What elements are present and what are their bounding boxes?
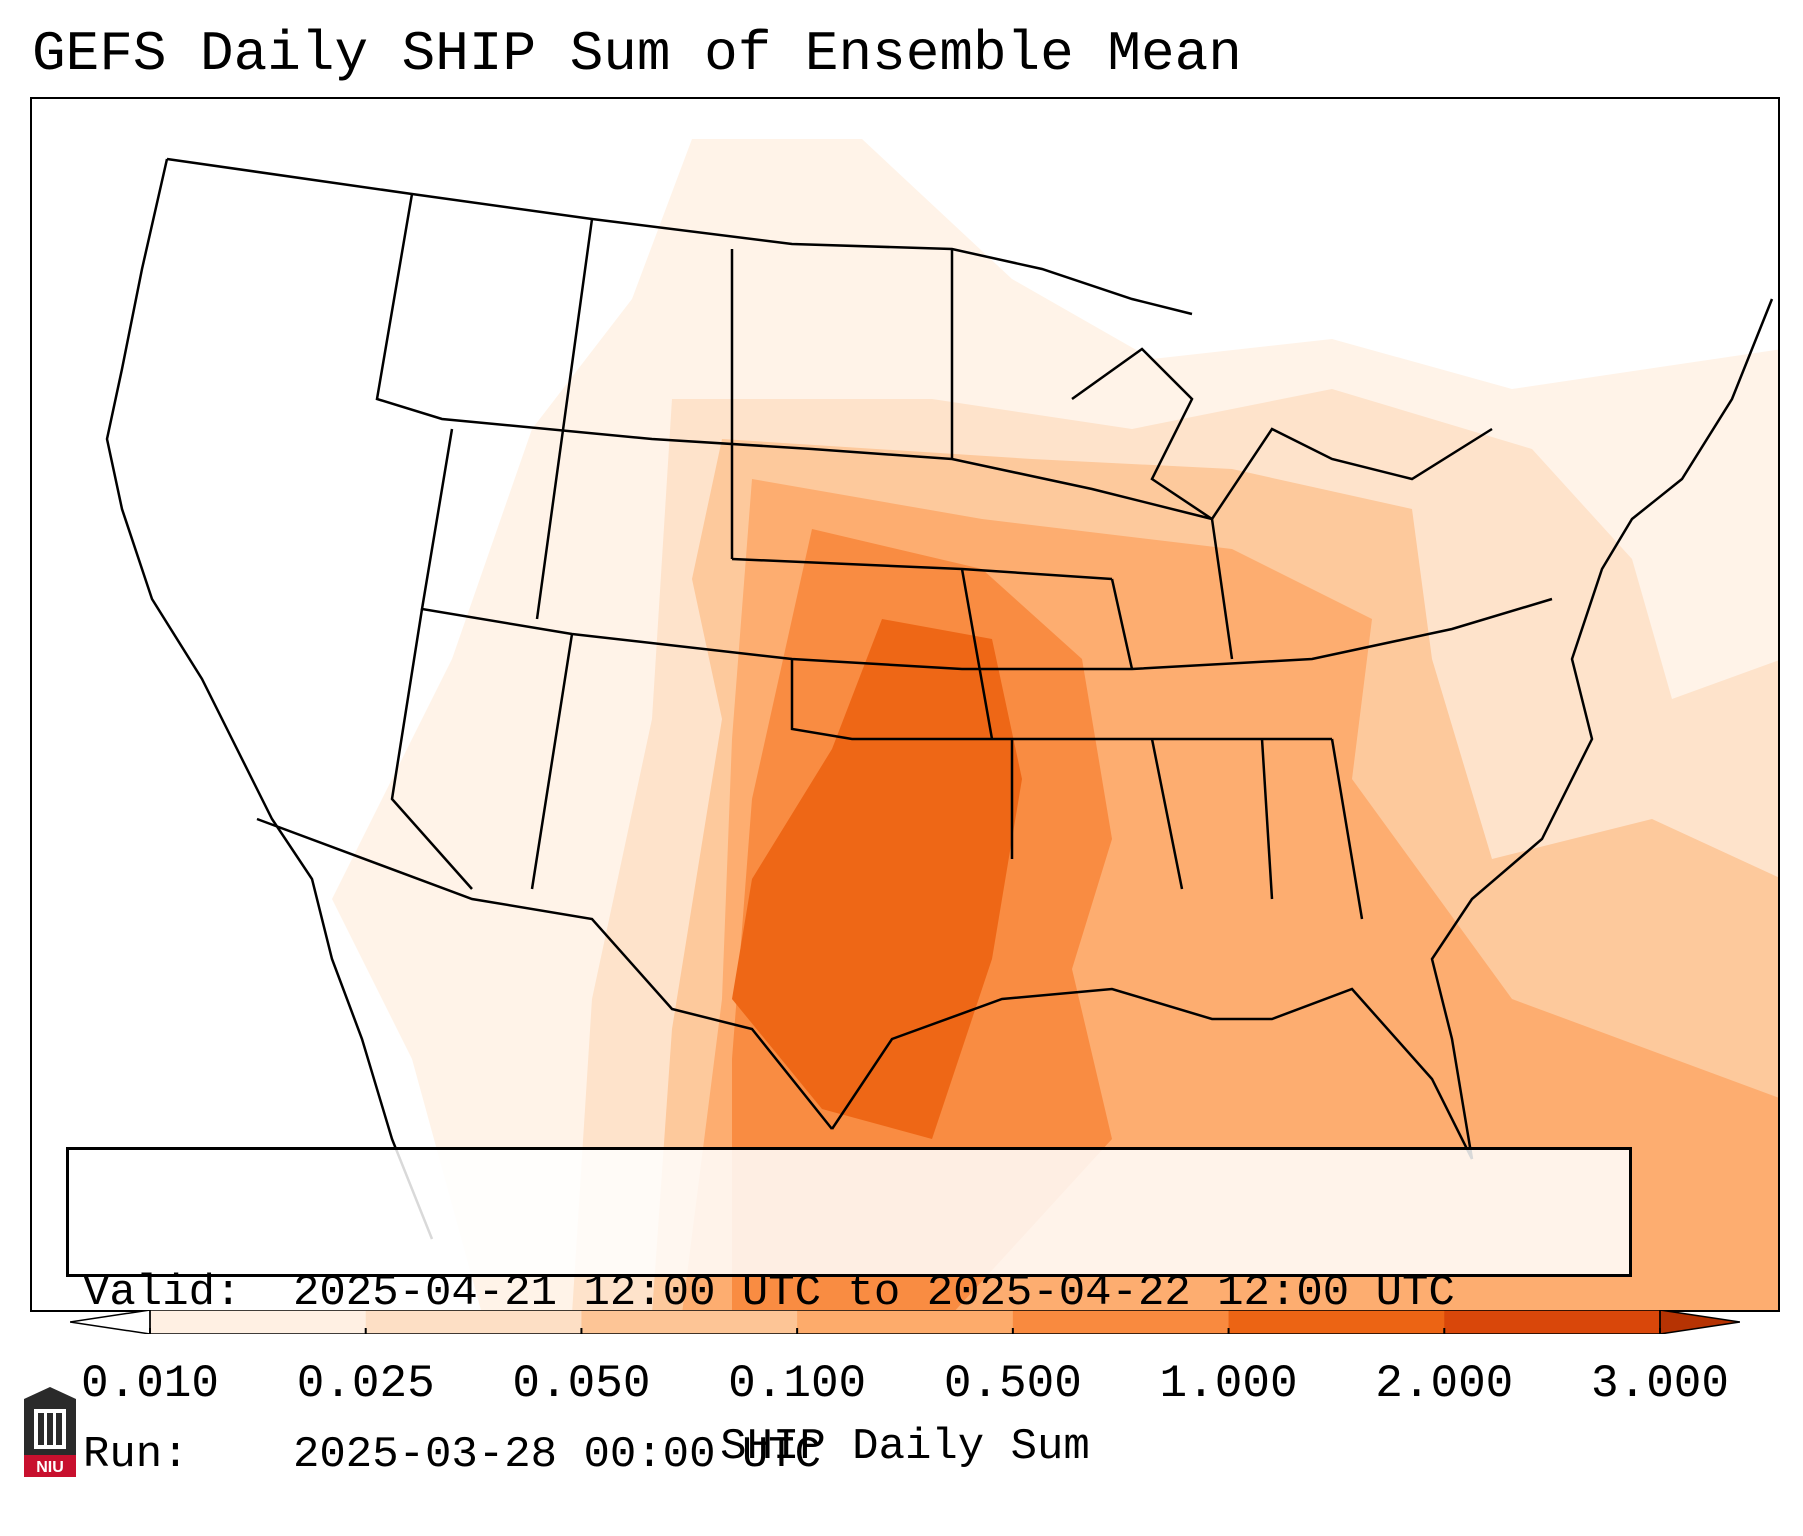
boundaries <box>105 157 1774 1240</box>
colorbar-tick-label-4: 0.500 <box>943 1358 1082 1410</box>
west-coast <box>105 158 434 1240</box>
colorbar-segment-0 <box>150 1310 367 1334</box>
run-label: Run: <box>83 1430 189 1480</box>
state-line-c <box>390 608 1332 890</box>
valid-run-info-box: Valid: 2025-04-21 12:00 UTC to 2025-04-22… <box>66 1147 1632 1480</box>
state-line-d <box>535 218 1364 920</box>
map-title: GEFS Daily SHIP Sum of Ensemble Mean <box>32 22 1242 86</box>
state-line-e <box>731 518 1234 740</box>
colorbar-segment-2 <box>581 1310 798 1334</box>
map-panel <box>30 97 1780 1312</box>
colorbar-ticks <box>149 1328 1661 1334</box>
colorbar-tick-label-0: 0.010 <box>80 1358 220 1410</box>
colorbar <box>70 1310 1740 1334</box>
shade-level-6 <box>732 619 1022 1139</box>
colorbar-label: SHIP Daily Sum <box>720 1422 1090 1472</box>
colorbar-segments <box>150 1310 1661 1334</box>
colorbar-tick-label-6: 2.000 <box>1375 1358 1514 1410</box>
gulf-coast <box>830 987 1474 1160</box>
colorbar-segment-4 <box>1012 1310 1230 1334</box>
east-coast <box>1430 298 1774 1160</box>
colorbar-extend-low <box>70 1310 151 1334</box>
colorbar-tick-label-5: 1.000 <box>1159 1358 1298 1410</box>
logo-text: NIU <box>36 1459 64 1476</box>
us-canada-border <box>166 157 1193 316</box>
colorbar-extend-high <box>1659 1310 1740 1334</box>
state-line-b <box>420 428 1553 671</box>
colorbar-segment-6 <box>1444 1310 1661 1334</box>
run-line: Run: 2025-03-28 00:00 UTC <box>83 1428 1629 1482</box>
colorbar-outline <box>149 1310 1661 1334</box>
colorbar-segment-1 <box>365 1310 582 1334</box>
niu-logo: NIU <box>24 1387 76 1477</box>
ship-map <box>105 139 1778 1310</box>
colorbar-tick-label-2: 0.050 <box>512 1358 651 1410</box>
ship-shading <box>332 139 1778 1310</box>
mexico-border <box>256 817 833 1130</box>
colorbar-tick-label-1: 0.025 <box>296 1358 435 1410</box>
colorbar-segment-3 <box>797 1310 1014 1334</box>
colorbar-segment-5 <box>1228 1310 1445 1334</box>
run-value: 2025-03-28 00:00 UTC <box>293 1430 822 1480</box>
colorbar-tick-label-7: 3.000 <box>1590 1358 1730 1410</box>
colorbar-tick-label-3: 0.100 <box>728 1358 867 1410</box>
